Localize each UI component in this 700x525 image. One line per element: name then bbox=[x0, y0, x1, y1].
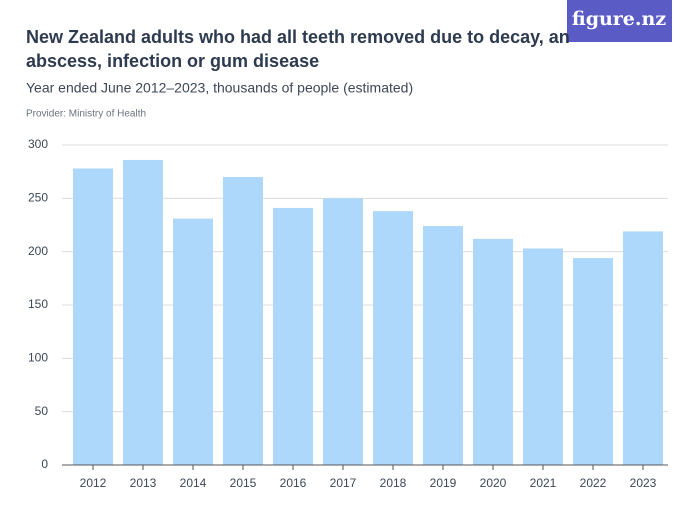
y-tick-label: 150 bbox=[28, 297, 48, 311]
logo[interactable]: figure.nz bbox=[572, 8, 666, 30]
y-tick-label: 100 bbox=[28, 351, 48, 365]
x-tick-label: 2013 bbox=[130, 476, 157, 490]
chart-title-line: abscess, infection or gum disease bbox=[26, 51, 319, 71]
y-tick-label: 0 bbox=[41, 457, 48, 471]
bar bbox=[623, 231, 663, 465]
provider: Provider: Ministry of Health bbox=[26, 109, 146, 120]
bar bbox=[273, 207, 313, 465]
x-tick-label: 2021 bbox=[530, 476, 557, 490]
bar bbox=[73, 168, 113, 465]
logo-box bbox=[567, 0, 672, 42]
x-tick-label: 2023 bbox=[630, 476, 657, 490]
y-tick-label: 250 bbox=[28, 191, 48, 205]
x-tick-label: 2015 bbox=[230, 476, 257, 490]
x-tick-label: 2018 bbox=[380, 476, 407, 490]
y-tick-label: 50 bbox=[35, 404, 49, 418]
x-tick-label: 2022 bbox=[580, 476, 607, 490]
bar bbox=[323, 198, 363, 466]
bar bbox=[173, 218, 213, 465]
chart-title-line: New Zealand adults who had all teeth rem… bbox=[26, 27, 570, 47]
x-tick-label: 2016 bbox=[280, 476, 307, 490]
bar bbox=[473, 238, 513, 465]
bar bbox=[423, 226, 463, 465]
x-tick-label: 2012 bbox=[80, 476, 107, 490]
bar bbox=[523, 248, 563, 465]
x-tick-label: 2020 bbox=[480, 476, 507, 490]
x-tick-label: 2019 bbox=[430, 476, 457, 490]
x-tick-label: 2017 bbox=[330, 476, 357, 490]
bar bbox=[373, 211, 413, 465]
bar bbox=[573, 258, 613, 465]
bar bbox=[123, 159, 163, 465]
bar bbox=[223, 177, 263, 465]
x-tick-label: 2014 bbox=[180, 476, 207, 490]
chart-subtitle: Year ended June 2012–2023, thousands of … bbox=[26, 80, 413, 96]
y-tick-label: 200 bbox=[28, 244, 48, 258]
y-tick-label: 300 bbox=[28, 137, 48, 151]
